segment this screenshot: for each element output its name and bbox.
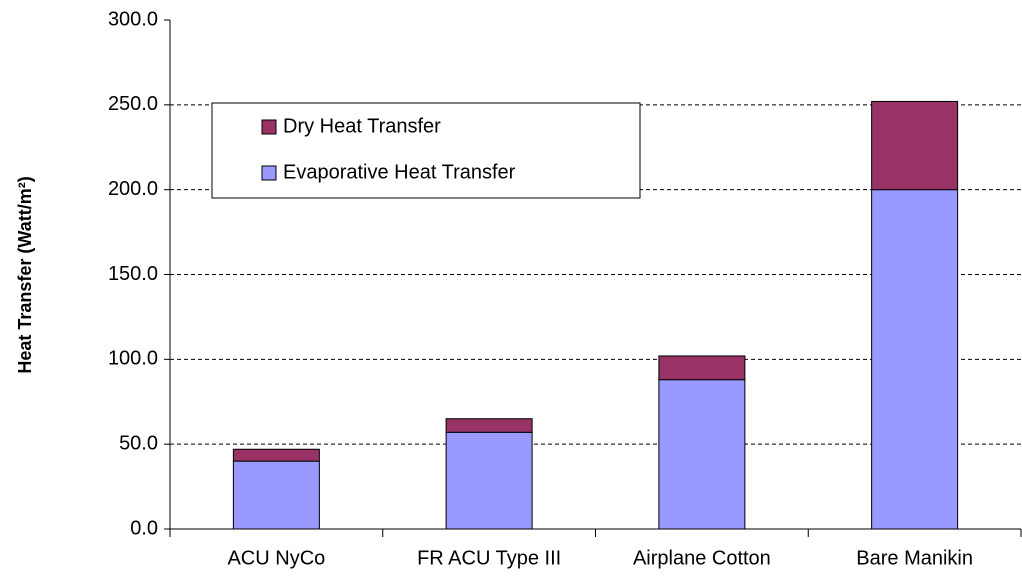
x-tick-label: ACU NyCo (227, 547, 325, 569)
y-tick-label: 0.0 (130, 517, 158, 539)
y-tick-label: 150.0 (108, 263, 158, 285)
y-tick-label: 50.0 (119, 432, 158, 454)
legend-swatch (261, 119, 277, 135)
x-tick-label: Airplane Cotton (633, 547, 771, 569)
legend-box (211, 102, 641, 199)
legend-label: Dry Heat Transfer (283, 115, 441, 137)
y-tick-label: 100.0 (108, 348, 158, 370)
bar-segment (658, 379, 746, 530)
bar-segment (445, 418, 533, 433)
bar-segment (658, 355, 746, 381)
x-tick-label: FR ACU Type III (417, 547, 561, 569)
legend: Dry Heat Transfer Evaporative Heat Transf… (211, 102, 641, 199)
y-axis-title: Heat Transfer (Watt/m²) (15, 176, 35, 373)
bar-segment (232, 448, 320, 462)
x-tick-label: Bare Manikin (856, 547, 973, 569)
bar-segment (871, 100, 959, 191)
bar-segment (445, 431, 533, 530)
legend-swatch (261, 165, 277, 181)
bar-segment (232, 460, 320, 530)
legend-label: Evaporative Heat Transfer (283, 161, 516, 183)
bar-segment (871, 189, 959, 530)
y-tick-label: 300.0 (108, 8, 158, 30)
y-tick-label: 200.0 (108, 178, 158, 200)
y-tick-label: 250.0 (108, 93, 158, 115)
